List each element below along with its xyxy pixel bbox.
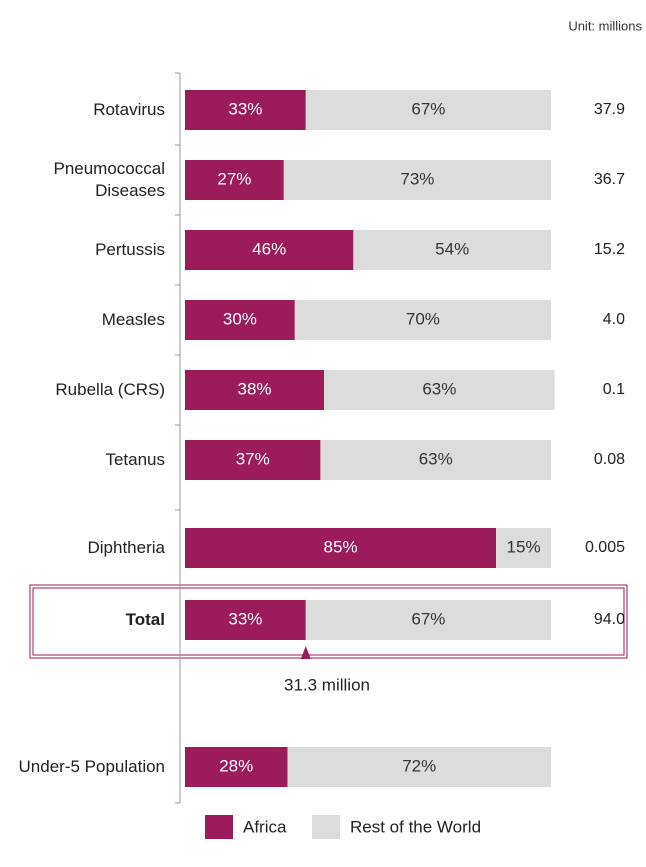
annotation-pointer [300,646,311,659]
unit-note: Unit: millions [568,18,642,33]
bar-segment [496,528,551,568]
total-label: 37.9 [594,101,625,118]
value-label: 33% [228,99,262,118]
category-label: Tetanus [105,450,165,469]
bar-segment [185,600,306,640]
bar-segment [287,747,551,787]
legend-swatch [205,815,233,839]
total-label: 0.005 [585,539,625,556]
value-label: 46% [252,239,286,258]
value-label: 63% [422,379,456,398]
value-label: 85% [324,537,358,556]
legend-label: Africa [243,817,287,836]
bar-segment [185,440,321,480]
bar-segment [324,370,555,410]
bar-segment [305,600,551,640]
bar-segment [185,90,306,130]
category-label: Total [125,610,165,629]
value-label: 67% [411,99,445,118]
category-label: Pneumococcal Diseases [53,159,165,200]
value-label: 38% [238,379,272,398]
value-label: 54% [435,239,469,258]
total-label: 36.7 [594,171,625,188]
category-label: Diphtheria [87,538,166,557]
legend-swatch [312,815,340,839]
total-box [29,584,628,659]
value-label: 63% [419,449,453,468]
annotation: 31.3 million [284,675,370,694]
total-label: 4.0 [603,311,625,328]
bar-segment [185,528,497,568]
total-label: 0.08 [594,451,625,468]
value-label: 73% [400,169,434,188]
bar-segment [305,90,551,130]
category-label: Rotavirus [93,100,165,119]
total-label: 94.0 [594,611,625,628]
value-label: 33% [228,609,262,628]
value-label: 15% [507,537,541,556]
value-label: 37% [236,449,270,468]
bar-segment [294,300,551,340]
total-box-inner [32,587,625,656]
value-label: 28% [219,756,253,775]
total-label: 0.1 [603,381,625,398]
bar-segment [185,230,354,270]
bar-segment [353,230,551,270]
bar-segment [185,300,295,340]
category-label: Pertussis [95,240,165,259]
bar-segment [185,370,325,410]
legend-label: Rest of the World [350,817,481,836]
bar-segment [320,440,551,480]
value-label: 27% [217,169,251,188]
bar-segment [283,160,551,200]
value-label: 67% [411,609,445,628]
category-label: Measles [101,310,165,329]
bar-segment [185,747,288,787]
bar-segment [185,160,284,200]
value-label: 30% [223,309,257,328]
value-label: 70% [406,309,440,328]
category-label: Under-5 Population [18,757,165,776]
value-label: 72% [402,756,436,775]
total-label: 15.2 [594,241,625,258]
category-label: Rubella (CRS) [55,380,165,399]
